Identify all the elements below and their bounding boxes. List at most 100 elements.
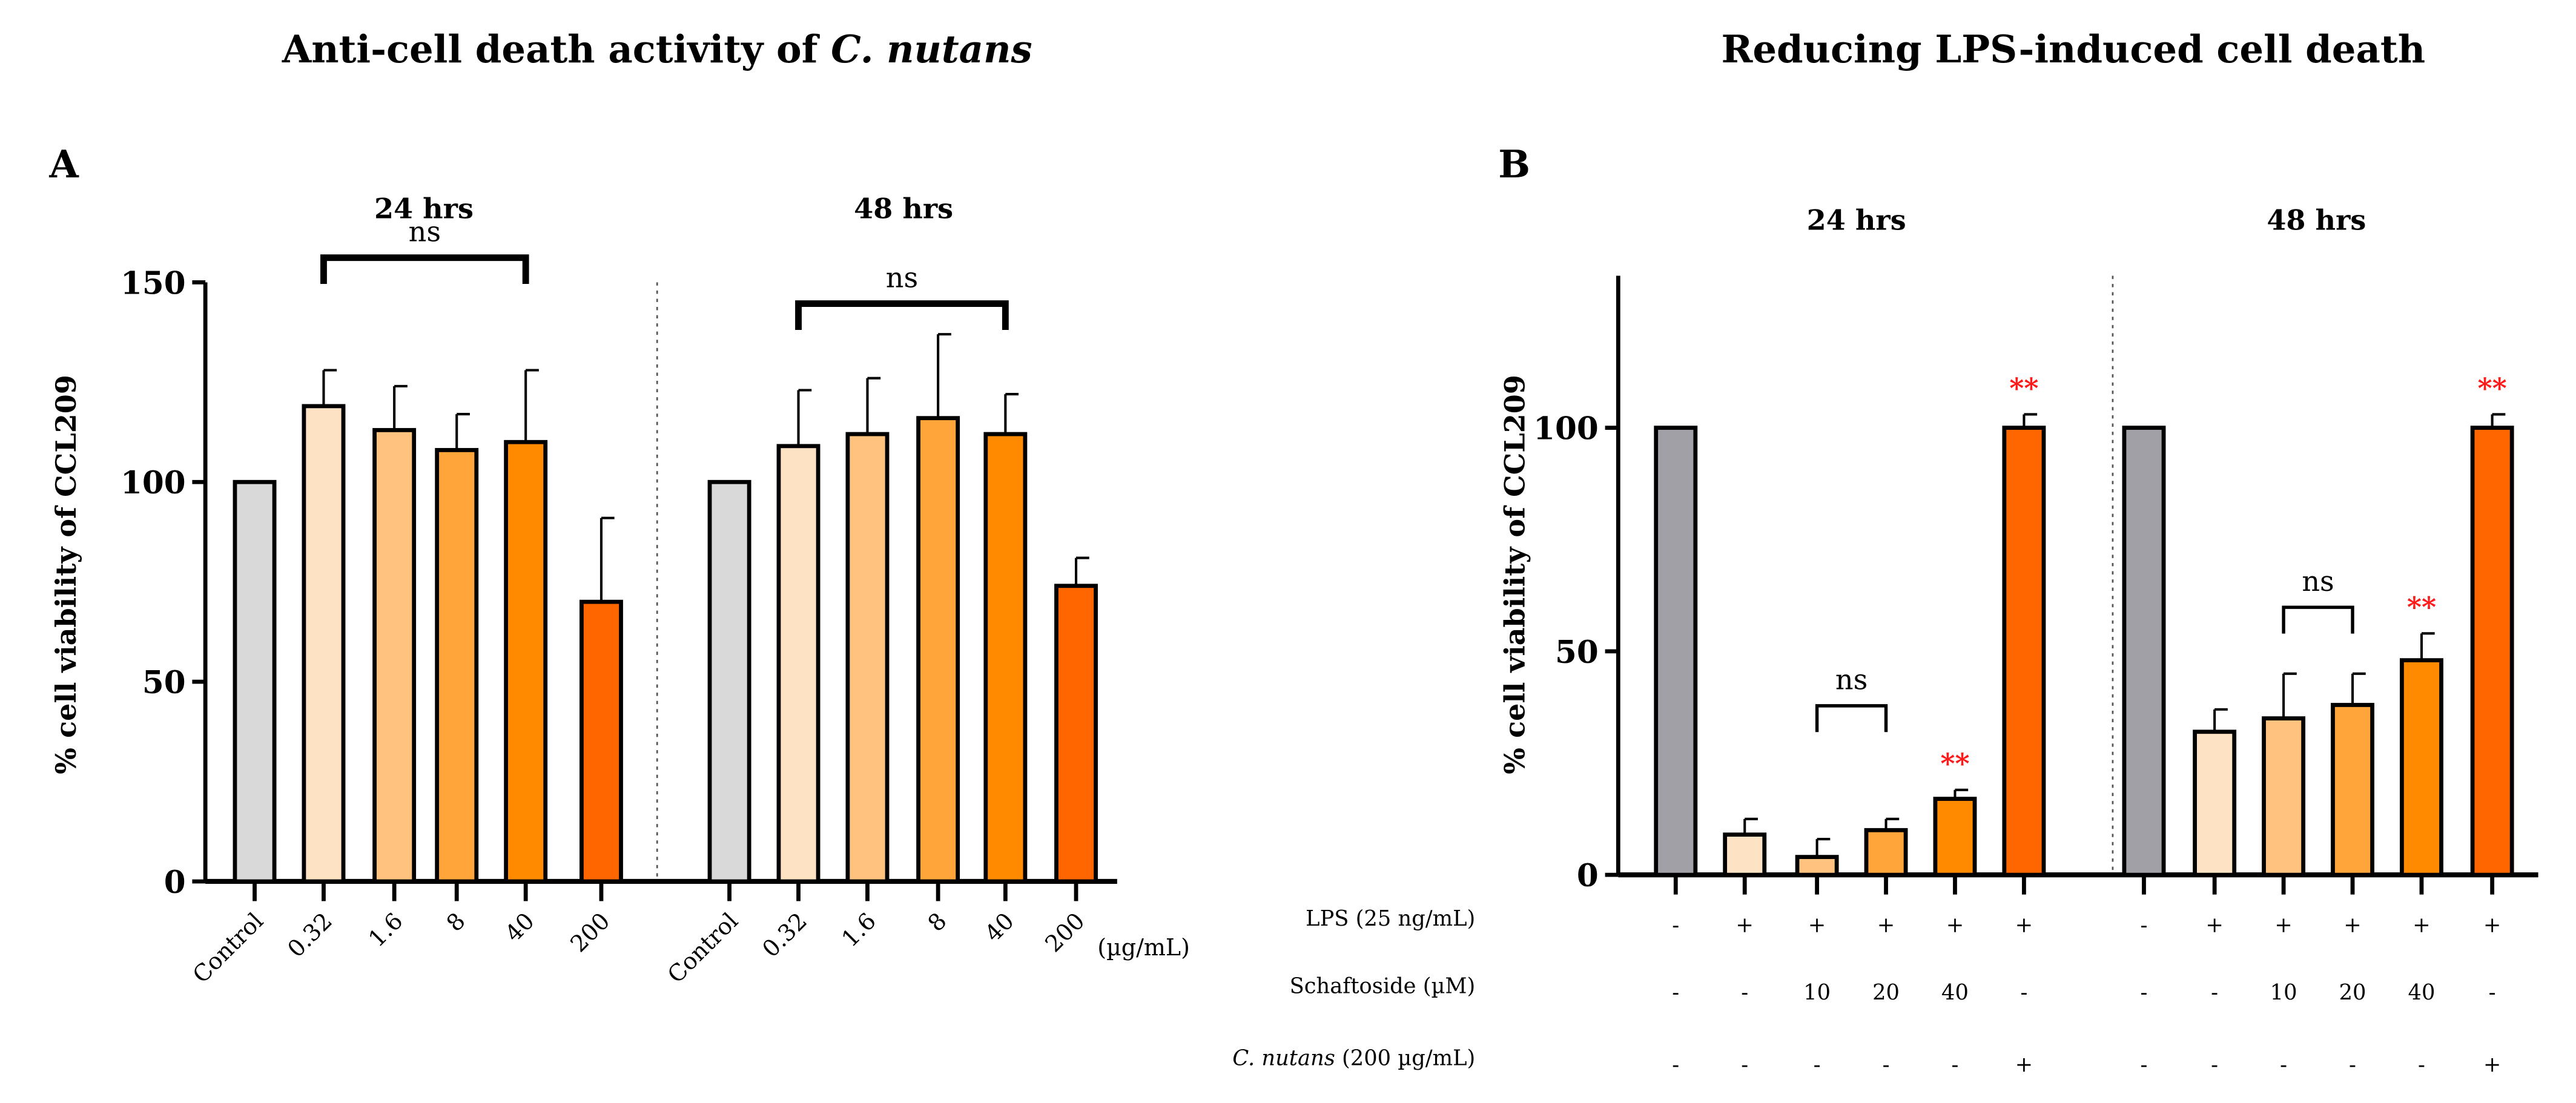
treatment-cell: -	[1672, 980, 1679, 1005]
panel-b-bar-24hrs-5	[2002, 426, 2046, 877]
panel-b-bar-48hrs-5	[2470, 426, 2514, 877]
panel-a-bar-24hrs-3	[435, 448, 479, 884]
treatment-cell: 20	[2339, 980, 2366, 1005]
treatment-cell: 10	[1803, 980, 1831, 1005]
treatment-cell: -	[2020, 980, 2027, 1005]
panel-b-bar-24hrs-1	[1723, 832, 1767, 877]
treatment-cell: -	[2211, 980, 2218, 1005]
panel-a-xtick-label: 1.6	[363, 907, 408, 952]
panel-a-unit-label: (µg/mL)	[1097, 934, 1190, 961]
treatment-cell: -	[1741, 980, 1748, 1005]
panel-a-bar-24hrs-5	[580, 599, 623, 884]
treatment-cell: +	[2483, 1052, 2502, 1077]
treatment-cell: -	[1672, 1052, 1679, 1077]
panel-a-ns-bracket	[320, 254, 529, 285]
panel-a-xtick-label: 8	[441, 907, 471, 937]
treatment-cell: -	[1814, 1052, 1821, 1077]
panel-a-bar-24hrs-2	[372, 428, 417, 884]
panel-b-significance-stars: **	[2407, 591, 2436, 624]
panel-a-xtick-label: 1.6	[836, 907, 881, 952]
panel-b-ytick-label: 50	[1555, 634, 1599, 671]
panel-b-bar-48hrs-3	[2331, 703, 2374, 877]
treatment-cell: -	[1741, 1052, 1748, 1077]
panel-b-ns-label: ns	[1835, 663, 1868, 696]
panel-a-xtick-label: 8	[923, 907, 952, 937]
panel-b-significance-stars: **	[2009, 372, 2038, 404]
treatment-cell: -	[2280, 1052, 2287, 1077]
treatment-cell: 10	[2270, 980, 2297, 1005]
panel-a-xtick-label: Control	[662, 907, 744, 988]
treatment-cell: +	[2205, 913, 2224, 938]
panel-a-ytick-label: 50	[142, 665, 186, 701]
panel-b-bar-24hrs-3	[1864, 828, 1908, 877]
panel-a-ylabel: % cell viability of CCL209	[50, 375, 82, 774]
treatment-cell: +	[1877, 913, 1895, 938]
treatment-cell: -	[2489, 980, 2496, 1005]
treatment-cell: -	[1672, 913, 1679, 938]
treatment-cell: +	[2015, 1052, 2033, 1077]
panel-b-label: B	[1498, 142, 1530, 186]
panel-a-label: A	[48, 142, 79, 186]
panel-a-ns-bracket	[795, 300, 1009, 330]
treatment-cell: 20	[1872, 980, 1900, 1005]
treatment-cell: +	[1946, 913, 1964, 938]
panel-a-xtick-label: 200	[565, 907, 615, 957]
treatment-row-label: Schaftoside (µM)	[1290, 973, 1476, 998]
panel-a-xtick-label: 0.32	[282, 907, 337, 963]
panel-b-ytick-label: 100	[1533, 411, 1599, 447]
treatment-cell: +	[2274, 913, 2293, 938]
panel-a-ytick-label: 150	[121, 265, 186, 301]
panel-b-ylabel: % cell viability of CCL209	[1499, 375, 1531, 774]
panel-a-bar-24hrs-1	[302, 404, 346, 884]
treatment-cell: +	[2413, 913, 2431, 938]
panel-b-group-48: 48 hrs	[2267, 204, 2366, 237]
panel-a-xtick-label: 200	[1040, 907, 1089, 957]
panel-b-ns-label: ns	[2302, 565, 2334, 598]
treatment-cell: -	[1883, 1052, 1890, 1077]
panel-a-bar-48hrs-1	[776, 444, 821, 884]
panel-a-bar-48hrs-2	[845, 432, 890, 884]
treatment-cell: +	[2343, 913, 2362, 938]
panel-b-ns-bracket	[2282, 605, 2354, 634]
treatment-cell: -	[2211, 1052, 2218, 1077]
treatment-cell: -	[2141, 1052, 2148, 1077]
panel-a-ns-label: ns	[886, 261, 918, 294]
panel-a-ns-label: ns	[409, 216, 441, 248]
panel-b-significance-stars: **	[2478, 372, 2507, 404]
panel-a-bar-48hrs-0	[707, 479, 751, 884]
panel-a-bar-48hrs-5	[1054, 584, 1098, 884]
panel-a-bar-24hrs-0	[233, 479, 277, 884]
panel-b-bar-48hrs-4	[2400, 658, 2443, 877]
panel-b-bar-48hrs-2	[2262, 716, 2306, 877]
treatment-cell: +	[1808, 913, 1826, 938]
treatment-cell: 40	[1941, 980, 1969, 1005]
panel-a-xtick-label: 40	[980, 907, 1019, 947]
panel-a-xtick-label: Control	[188, 907, 269, 988]
treatment-cell: -	[2418, 1052, 2425, 1077]
panel-b-ytick-label: 0	[1577, 858, 1599, 894]
panel-a-bar-48hrs-4	[983, 432, 1028, 884]
treatment-cell: -	[2141, 913, 2148, 938]
treatment-cell: +	[2015, 913, 2033, 938]
panel-b-bar-24hrs-4	[1933, 797, 1977, 877]
panel-a-ytick-label: 100	[121, 465, 186, 501]
panel-a-xtick-label: 0.32	[757, 907, 812, 963]
panel-a-group-24: 24 hrs	[374, 193, 474, 225]
treatment-row-label: C. nutans (200 µg/mL)	[1232, 1046, 1475, 1071]
treatment-cell: +	[1735, 913, 1754, 938]
panel-b-significance-stars: **	[1940, 748, 1969, 780]
panel-b-group-24: 24 hrs	[1807, 204, 1906, 237]
treatment-cell: -	[1952, 1052, 1959, 1077]
panel-b-bar-24hrs-0	[1654, 426, 1698, 877]
panel-a-group-48: 48 hrs	[854, 193, 953, 225]
panel-a-title: Anti-cell death activity of C. nutans	[282, 27, 1032, 71]
panel-b-bar-24hrs-2	[1795, 855, 1839, 877]
treatment-cell: 40	[2408, 980, 2436, 1005]
treatment-cell: -	[2349, 1052, 2356, 1077]
panel-b-bar-48hrs-0	[2122, 426, 2166, 877]
panel-a-bar-24hrs-4	[504, 440, 548, 884]
panel-a-bar-48hrs-3	[916, 416, 960, 884]
treatment-row-label: LPS (25 ng/mL)	[1306, 906, 1475, 931]
treatment-cell: -	[2141, 980, 2148, 1005]
